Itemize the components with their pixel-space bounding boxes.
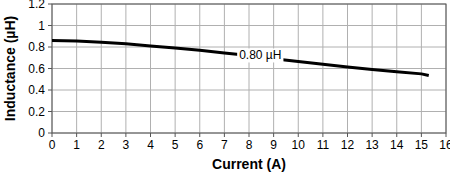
x-tick	[249, 133, 250, 137]
x-tick-label: 12	[341, 138, 355, 152]
x-tick	[125, 133, 126, 137]
plot-frame	[52, 4, 446, 133]
x-tick-label: 16	[439, 138, 450, 152]
y-grid-line	[52, 47, 446, 48]
x-tick-label: 3	[123, 138, 130, 152]
x-tick-label: 4	[147, 138, 154, 152]
y-tick	[48, 68, 52, 69]
x-tick-label: 1	[73, 138, 80, 152]
y-tick	[48, 4, 52, 5]
y-tick-label: 0.8	[28, 40, 45, 54]
y-grid-line	[52, 90, 446, 91]
x-tick-label: 7	[221, 138, 228, 152]
y-grid-line	[52, 68, 446, 69]
grid	[52, 4, 446, 133]
x-tick	[175, 133, 176, 137]
y-grid-line	[52, 25, 446, 26]
y-grid-line	[52, 111, 446, 112]
x-tick	[150, 133, 151, 137]
y-axis-label: Inductance (µH)	[2, 16, 18, 121]
y-tick-label: 0.6	[28, 62, 45, 76]
y-tick-label: 0.4	[28, 83, 45, 97]
annotation: 0.80 µH	[239, 48, 281, 62]
x-tick	[347, 133, 348, 137]
x-tick	[224, 133, 225, 137]
x-tick	[298, 133, 299, 137]
x-tick-label: 11	[317, 138, 330, 152]
y-tick	[48, 25, 52, 26]
x-tick-label: 10	[292, 138, 306, 152]
series-group	[52, 41, 429, 76]
y-tick	[48, 111, 52, 112]
y-tick-label: 1	[38, 19, 45, 33]
x-tick	[76, 133, 77, 137]
x-tick-label: 9	[270, 138, 277, 152]
x-tick-label: 5	[172, 138, 179, 152]
y-tick	[48, 47, 52, 48]
y-tick	[48, 90, 52, 91]
chart: 01234567891011121314151600.20.40.60.811.…	[0, 0, 450, 172]
x-tick	[322, 133, 323, 137]
x-tick	[199, 133, 200, 137]
x-tick	[52, 133, 53, 137]
x-tick	[273, 133, 274, 137]
x-tick	[372, 133, 373, 137]
x-tick	[396, 133, 397, 137]
y-tick-label: 0	[38, 126, 45, 140]
x-tick-label: 8	[246, 138, 253, 152]
x-tick	[421, 133, 422, 137]
x-tick-label: 15	[415, 138, 429, 152]
x-tick-label: 2	[98, 138, 105, 152]
x-tick-label: 13	[365, 138, 379, 152]
x-tick	[101, 133, 102, 137]
x-tick-label: 6	[196, 138, 203, 152]
x-tick-label: 0	[49, 138, 56, 152]
x-tick	[446, 133, 447, 137]
y-tick-label: 0.2	[28, 105, 45, 119]
annotation-bg	[237, 48, 283, 62]
y-tick-label: 1.2	[28, 0, 45, 11]
x-tick-label: 14	[390, 138, 404, 152]
y-tick	[48, 133, 52, 134]
x-axis-label: Current (A)	[212, 156, 286, 172]
series-line	[52, 41, 429, 76]
